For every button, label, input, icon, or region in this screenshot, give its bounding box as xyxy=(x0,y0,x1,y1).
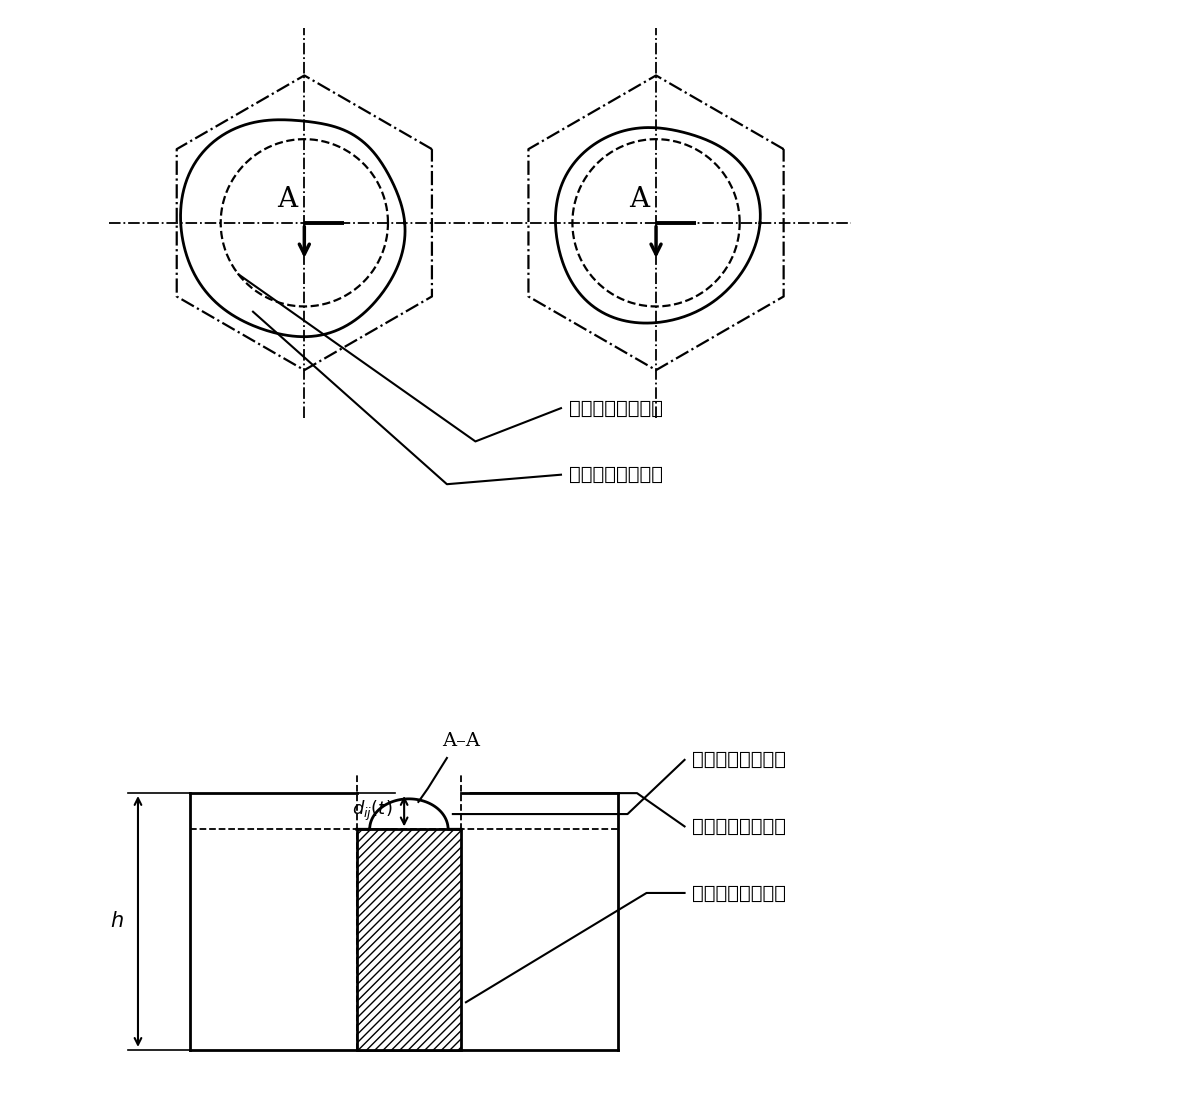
Text: $d_{ij}(t)$: $d_{ij}(t)$ xyxy=(353,799,393,823)
Polygon shape xyxy=(356,829,461,1050)
Text: 下游表面原始边界: 下游表面原始边界 xyxy=(692,817,786,835)
Text: $h$: $h$ xyxy=(110,911,124,931)
Text: A: A xyxy=(628,186,648,212)
Text: 栊孔孔壁腐蚀边界: 栊孔孔壁腐蚀边界 xyxy=(692,883,786,902)
Text: A: A xyxy=(277,186,297,212)
Text: A–A: A–A xyxy=(442,732,480,750)
Text: 下游表面腐蚀边界: 下游表面腐蚀边界 xyxy=(692,750,786,770)
Text: 栊孔孔壁原始边界: 栊孔孔壁原始边界 xyxy=(568,399,663,418)
Text: 栊孔孔壁腐蚀边界: 栊孔孔壁腐蚀边界 xyxy=(568,466,663,484)
